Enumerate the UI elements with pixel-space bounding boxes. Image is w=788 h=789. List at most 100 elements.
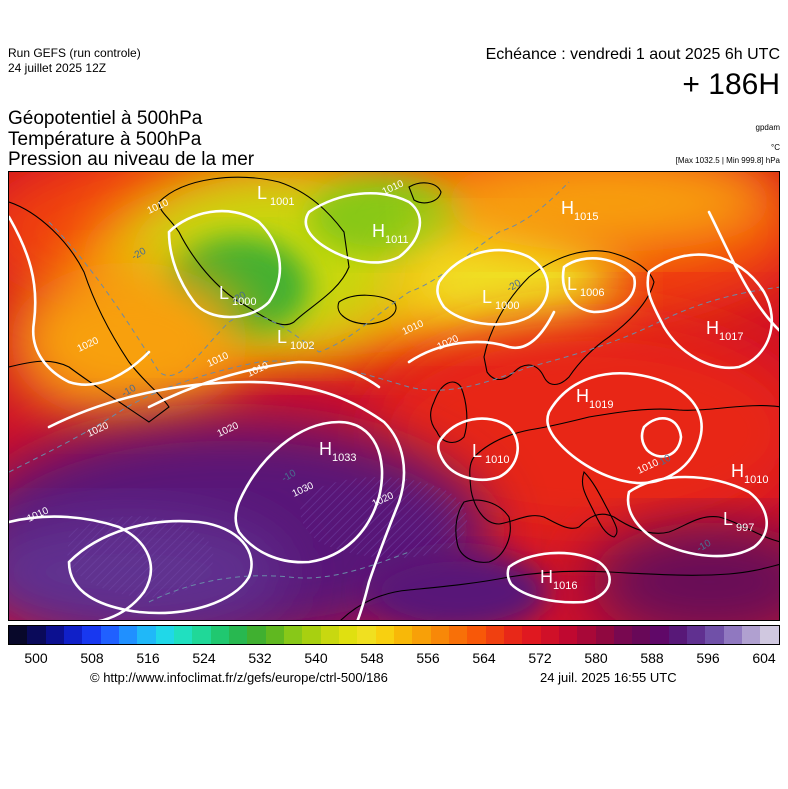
run-name: Run GEFS (run controle): [8, 46, 141, 60]
scale-swatch: [705, 626, 724, 644]
field-geopotential: Géopotentiel à 500hPa: [8, 108, 203, 129]
center-letter: L: [472, 441, 482, 461]
scale-swatch: [668, 626, 688, 644]
pressure-center-high: H 1015: [561, 198, 598, 223]
center-value: 1015: [574, 211, 598, 223]
color-scale: [8, 625, 780, 645]
center-letter: H: [576, 386, 589, 406]
scale-tick-label: 588: [640, 650, 664, 666]
lead-time: + 186H: [682, 68, 780, 101]
coastlines: [9, 176, 779, 620]
scale-swatch: [632, 626, 651, 644]
center-value: 1000: [232, 296, 256, 308]
scale-swatch: [173, 626, 193, 644]
scale-swatch: [228, 626, 248, 644]
scale-tick-label: 524: [192, 650, 216, 666]
isobar-1020-central: [546, 372, 703, 485]
pressure-center-low: L 997: [723, 509, 754, 534]
scale-swatch: [302, 626, 321, 644]
scale-swatch: [137, 626, 156, 644]
coast-iberia: [455, 499, 511, 563]
center-value: 1011: [385, 234, 409, 246]
field-region-7: [439, 172, 779, 252]
scale-swatch: [613, 626, 633, 644]
center-letter: H: [706, 318, 719, 338]
isobar-1020-loop: [67, 519, 253, 615]
scale-swatch: [45, 626, 64, 644]
center-letter: H: [561, 198, 574, 218]
pressure-center-low: L 1000: [219, 283, 256, 308]
scale-swatch: [192, 626, 211, 644]
isobar-1010-africa: [506, 551, 611, 604]
geopotential-field: [9, 172, 779, 620]
scale-tick-label: 604: [752, 650, 776, 666]
scale-tick-label: 596: [696, 650, 720, 666]
center-letter: H: [319, 439, 332, 459]
isobar-1010-greenland: [167, 209, 282, 319]
scale-swatch: [448, 626, 468, 644]
coast-north-america: [9, 201, 170, 423]
pressure-center-low: L 1001: [257, 183, 294, 208]
scale-swatch: [577, 626, 596, 644]
scale-swatch: [760, 626, 779, 644]
isobar-1030: [234, 420, 384, 564]
center-value: 1016: [553, 580, 577, 592]
scale-tick-label: 516: [136, 650, 160, 666]
scale-swatch: [265, 626, 284, 644]
isobar-1010-finland: [561, 256, 637, 314]
scale-swatch: [100, 626, 119, 644]
center-letter: L: [723, 509, 733, 529]
generated-timestamp: 24 juil. 2025 16:55 UTC: [540, 670, 677, 685]
credit-url: © http://www.infoclimat.fr/z/gefs/europe…: [90, 670, 388, 685]
coast-svalbard: [408, 182, 442, 204]
center-letter: L: [219, 283, 229, 303]
scale-tick-label: 540: [304, 650, 328, 666]
field-region-11: [589, 522, 779, 620]
isotherm-minus10-east: [528, 286, 779, 368]
unit-pressure: [Max 1032.5 | Min 999.8] hPa: [675, 156, 780, 165]
center-value: 1010: [744, 474, 768, 486]
pressure-center-low: L 1006: [567, 274, 604, 299]
center-value: 1019: [589, 399, 613, 411]
unit-geopotential: gpdam: [755, 123, 780, 132]
center-letter: H: [372, 221, 385, 241]
run-date: 24 juillet 2025 12Z: [8, 61, 107, 75]
pressure-center-high: H 1019: [576, 386, 613, 411]
center-value: 997: [736, 522, 754, 534]
scale-swatch: [393, 626, 413, 644]
pressure-center-high: H 1017: [706, 318, 743, 343]
scale-swatch: [742, 626, 761, 644]
scale-tick-label: 580: [584, 650, 608, 666]
isotherm-minus10-south: [148, 551, 410, 603]
scale-swatch: [485, 626, 504, 644]
isobar-1010-balkan: [640, 417, 683, 458]
center-value: 1017: [719, 331, 743, 343]
pressure-center-high: H 1011: [372, 221, 409, 246]
scale-swatch: [27, 626, 46, 644]
center-value: 1002: [290, 340, 314, 352]
isobar-1010-iceland: [304, 192, 422, 264]
scale-swatch: [595, 626, 614, 644]
scale-tick-label: 500: [24, 650, 48, 666]
coast-iceland: [337, 294, 397, 325]
pressure-center-high: H 1010: [731, 461, 768, 486]
isobar-1020-north: [407, 310, 556, 364]
field-pressure: Pression au niveau de la mer: [8, 149, 255, 170]
center-value: 1006: [580, 287, 604, 299]
scale-swatch: [63, 626, 83, 644]
center-letter: L: [567, 274, 577, 294]
scale-tick-label: 548: [360, 650, 384, 666]
center-letter: L: [277, 327, 287, 347]
center-value: 1001: [270, 196, 294, 208]
scale-swatch: [375, 626, 394, 644]
scale-swatch: [357, 626, 376, 644]
pressure-center-low: L 1000: [482, 287, 519, 312]
isobar-1010-biscay: [436, 417, 519, 481]
scale-swatch: [82, 626, 101, 644]
isotherm-minus10-west: [9, 360, 530, 473]
scale-swatch: [540, 626, 559, 644]
isobar-1010-norway: [436, 248, 550, 326]
scale-tick-label: 532: [248, 650, 272, 666]
